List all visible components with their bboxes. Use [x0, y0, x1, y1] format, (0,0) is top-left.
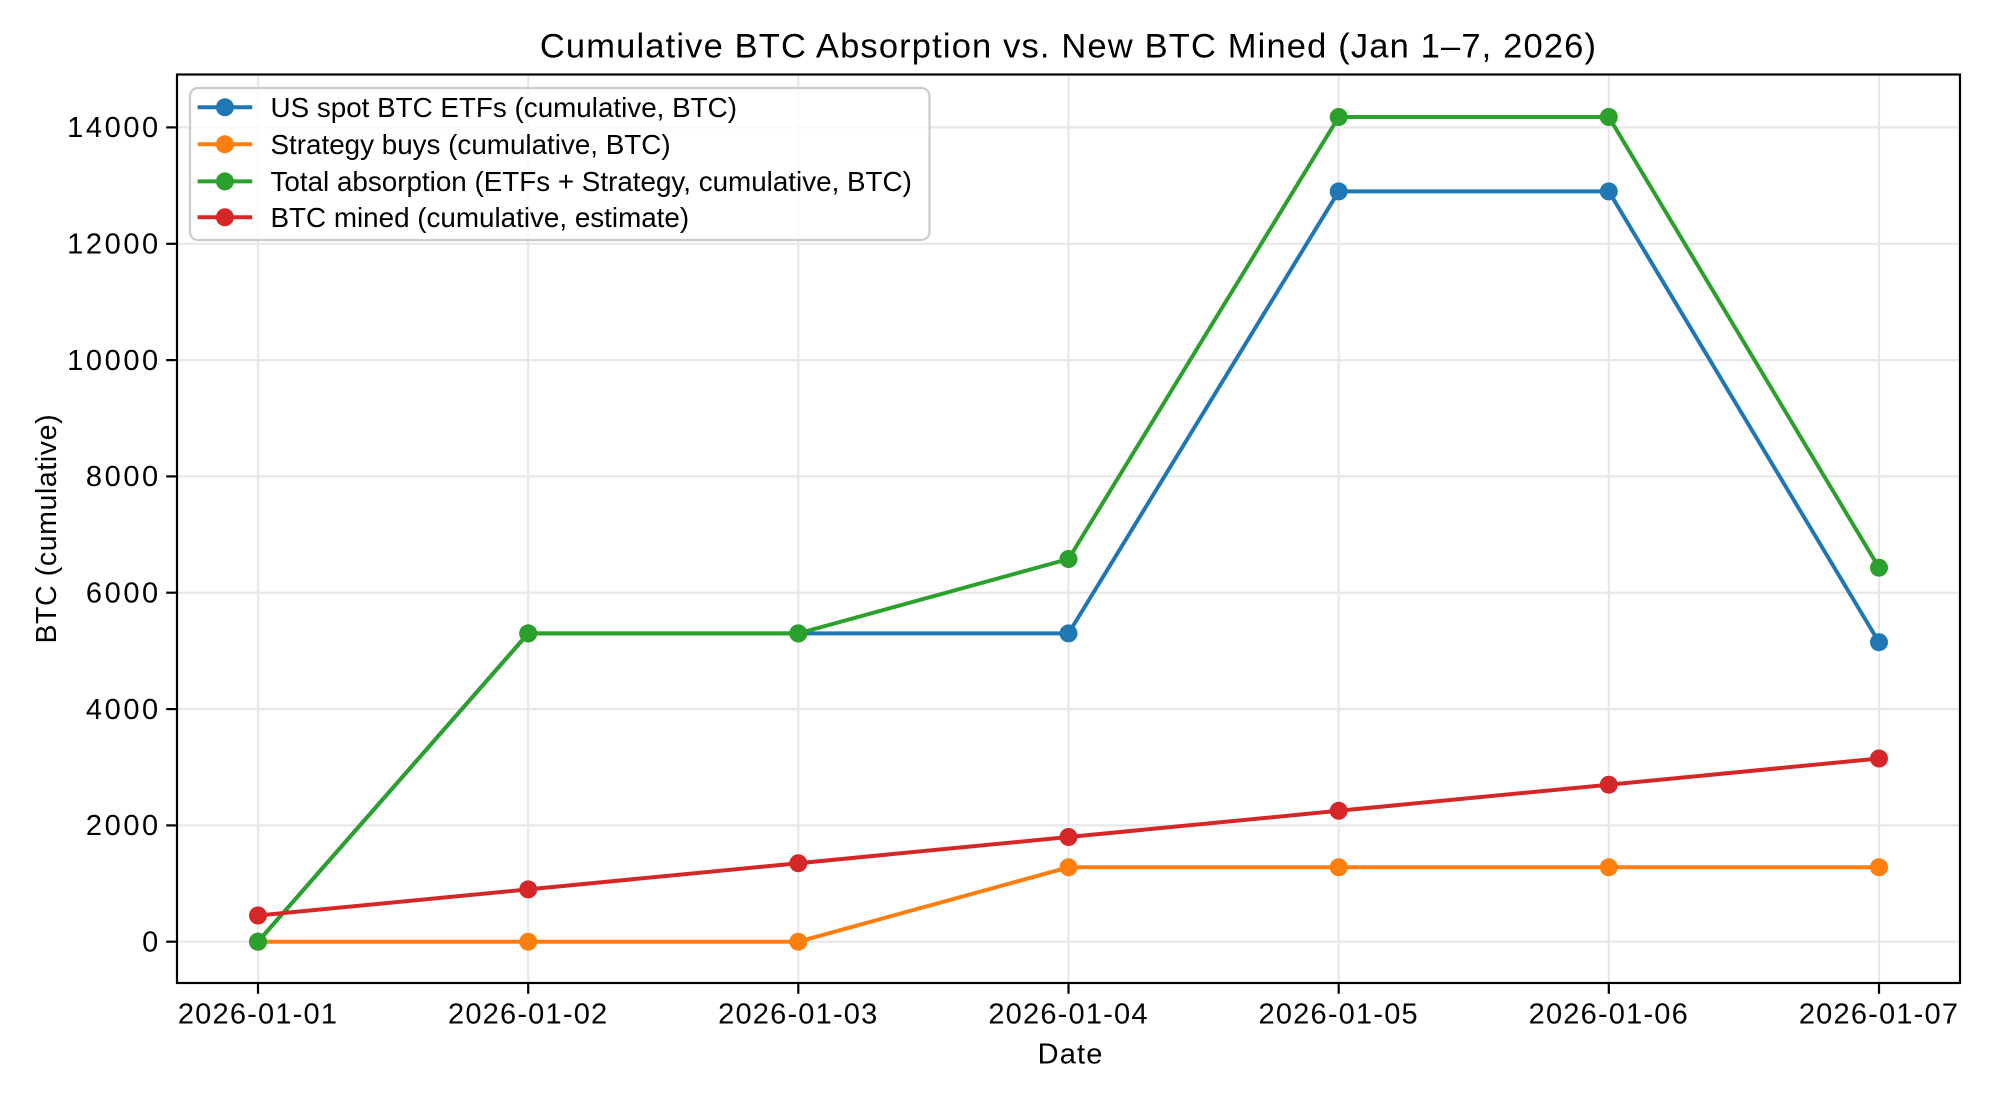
svg-text:2026-01-06: 2026-01-06	[1529, 999, 1689, 1031]
svg-text:4000: 4000	[86, 694, 161, 726]
svg-text:BTC (cumulative): BTC (cumulative)	[31, 414, 63, 644]
svg-text:2026-01-01: 2026-01-01	[178, 999, 338, 1031]
svg-text:2026-01-07: 2026-01-07	[1799, 999, 1959, 1031]
svg-text:Date: Date	[1038, 1039, 1104, 1071]
svg-text:6000: 6000	[86, 578, 161, 610]
svg-text:BTC mined (cumulative, estimat: BTC mined (cumulative, estimate)	[271, 202, 690, 233]
svg-text:2000: 2000	[86, 810, 161, 842]
svg-text:Total absorption (ETFs + Strat: Total absorption (ETFs + Strategy, cumul…	[271, 166, 912, 197]
svg-text:2026-01-02: 2026-01-02	[448, 999, 608, 1031]
svg-text:Cumulative BTC Absorption vs.: Cumulative BTC Absorption vs. New BTC Mi…	[540, 28, 1597, 66]
svg-text:2026-01-03: 2026-01-03	[718, 999, 878, 1031]
svg-text:14000: 14000	[67, 112, 161, 144]
svg-text:Strategy buys (cumulative, BTC: Strategy buys (cumulative, BTC)	[271, 129, 671, 160]
svg-text:10000: 10000	[67, 345, 161, 377]
svg-text:12000: 12000	[67, 229, 161, 261]
svg-text:2026-01-04: 2026-01-04	[988, 999, 1148, 1031]
svg-text:8000: 8000	[86, 461, 161, 493]
svg-text:US spot BTC ETFs (cumulative,: US spot BTC ETFs (cumulative, BTC)	[271, 92, 737, 123]
svg-text:0: 0	[142, 927, 161, 959]
svg-text:2026-01-05: 2026-01-05	[1259, 999, 1419, 1031]
